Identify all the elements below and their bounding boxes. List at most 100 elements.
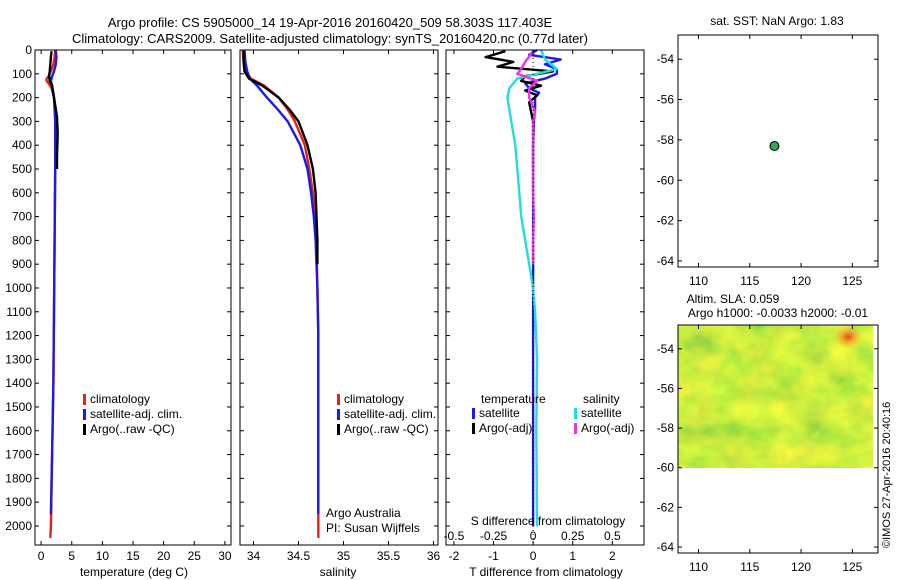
x2-tick-label: -0.25 — [480, 529, 508, 543]
legend-swatch — [337, 409, 340, 420]
sst-map-ticks: 110 115 120 125 -54 -56 -58 -60 -62 -64 — [657, 35, 878, 288]
y-tick-label: 900 — [12, 257, 32, 271]
y-tick-label: -54 — [657, 342, 675, 356]
legend-swatch — [472, 423, 475, 434]
x-tick-label: 2 — [609, 549, 616, 563]
x-tick-label: 34.5 — [287, 549, 311, 563]
x2-tick-label: 0 — [530, 529, 537, 543]
y-tick-label: 200 — [12, 91, 32, 105]
argo-location-marker — [769, 141, 780, 152]
x-tick-label: 35 — [337, 549, 351, 563]
series-line-satellite-adj-clim- — [243, 49, 320, 515]
y-tick-label: 1700 — [5, 448, 32, 462]
t-difference-xlabel: T difference from climatology — [469, 565, 623, 579]
y-tick-label: 100 — [12, 67, 32, 81]
credit-pi: PI: Susan Wijffels — [326, 521, 420, 535]
legend-swatch — [83, 424, 86, 435]
y-tick-label: -54 — [657, 52, 675, 66]
sst-map-title: sat. SST: NaN Argo: 1.83 — [710, 14, 844, 28]
y-tick-label: -62 — [657, 214, 675, 228]
sla-high-anomaly — [834, 324, 863, 349]
x2-tick-label: 0.5 — [604, 529, 621, 543]
y-tick-label: -62 — [657, 500, 675, 514]
title-line2: Climatology: CARS2009. Satellite-adjuste… — [72, 31, 588, 46]
x2-tick-label: -0.5 — [444, 529, 465, 543]
legend-label: Argo(-adj) — [581, 421, 634, 435]
x-tick-label: 0 — [38, 549, 45, 563]
title-line1: Argo profile: CS 5905000_14 19-Apr-2016 … — [108, 15, 553, 30]
x-tick-label: 15 — [126, 549, 140, 563]
temperature-lines — [45, 49, 59, 538]
series-line-argo-adj- — [484, 50, 555, 169]
x-tick-label: 115 — [740, 274, 759, 288]
sla-map-frame — [677, 324, 879, 554]
y-tick-label: -56 — [657, 93, 675, 107]
temperature-panel: 0100200300400500600700800900100011001200… — [5, 43, 232, 579]
y-tick-label: -64 — [657, 254, 675, 268]
y-tick-label: 600 — [12, 186, 32, 200]
legend-swatch — [337, 394, 340, 405]
y-tick-label: 1900 — [5, 495, 32, 509]
y-tick-label: 800 — [12, 233, 32, 247]
sla-map-panel: Altim. SLA: 0.059 Argo h1000: -0.0033 h2… — [657, 292, 879, 574]
x-tick-label: 110 — [689, 560, 708, 574]
temperature-ticks: 0 5 10 15 20 25 30 — [38, 50, 232, 563]
legend-label: climatology — [344, 392, 404, 406]
series-line-argo-raw-qc- — [47, 51, 59, 169]
x-tick-label: 120 — [791, 274, 811, 288]
sla-map-ticks: 110 115 120 125 -54 -56 -58 -60 -62 -64 — [657, 325, 878, 574]
legend-swatch — [574, 408, 577, 419]
x-tick-label: 35.5 — [377, 549, 401, 563]
difference-legend: temperature salinitysatelliteArgo(-adj)sa… — [472, 392, 634, 435]
s-difference-xlabel: S difference from climatology — [471, 514, 626, 528]
sla-heatmap — [678, 324, 873, 468]
x-tick-label: 20 — [157, 549, 171, 563]
legend-label: Argo(-adj) — [479, 421, 532, 435]
y-tick-label: 2000 — [5, 519, 32, 533]
y-tick-label: 1500 — [5, 400, 32, 414]
x-tick-label: -2 — [449, 549, 460, 563]
x-tick-label: 30 — [218, 549, 232, 563]
x-tick-label: 0 — [530, 549, 537, 563]
y-tick-label: -64 — [657, 540, 675, 554]
x-tick-label: 115 — [740, 560, 759, 574]
x-tick-label: 34 — [247, 549, 261, 563]
temperature-axes-frame — [34, 49, 232, 546]
y-tick-label: 1000 — [5, 281, 32, 295]
series-line-climatology — [241, 49, 320, 538]
sla-map-title-line1: Altim. SLA: 0.059 — [687, 292, 780, 306]
temperature-xlabel: temperature (deg C) — [80, 565, 188, 579]
legend-label: climatology — [90, 392, 150, 406]
salinity-axes-frame — [239, 49, 439, 546]
y-tick-label: -60 — [657, 173, 675, 187]
sst-map-points — [769, 141, 780, 152]
x-tick-label: 25 — [188, 549, 202, 563]
x-tick-label: 110 — [689, 274, 708, 288]
x-tick-label: 36 — [427, 549, 441, 563]
salinity-panel: 34 34.5 35 35.5 36 salinity climatologysatel… — [239, 49, 441, 579]
x-tick-label: 120 — [791, 560, 811, 574]
x2-tick-label: 0.25 — [561, 529, 585, 543]
difference-yticks — [446, 49, 644, 527]
legend-swatch — [574, 423, 577, 434]
y-tick-label: -60 — [657, 461, 675, 475]
legend-label: Argo(..raw -QC) — [90, 422, 175, 436]
difference-ticks: -2 -1 0 1 2 -0.5 -0.25 0 0.25 0.5 — [444, 50, 621, 563]
depth-ticks: 0 100 200 300 400 500 600 700 800 900 1000 1100 1200… — [5, 43, 231, 533]
y-tick-label: 1100 — [6, 305, 32, 319]
series-line-satellite — [506, 49, 559, 527]
y-tick-label: -58 — [657, 133, 675, 147]
difference-axes-frame — [445, 49, 645, 546]
y-tick-label: 1400 — [5, 376, 32, 390]
legend-title-temperature: temperature — [481, 392, 546, 406]
y-tick-label: 1200 — [5, 329, 32, 343]
y-tick-label: 500 — [12, 162, 32, 176]
y-tick-label: 1800 — [5, 471, 32, 485]
legend-swatch — [83, 409, 86, 420]
y-tick-label: 300 — [12, 114, 32, 128]
series-line-satellite — [524, 48, 562, 526]
x-tick-label: -1 — [488, 549, 499, 563]
y-tick-label: 700 — [12, 210, 32, 224]
